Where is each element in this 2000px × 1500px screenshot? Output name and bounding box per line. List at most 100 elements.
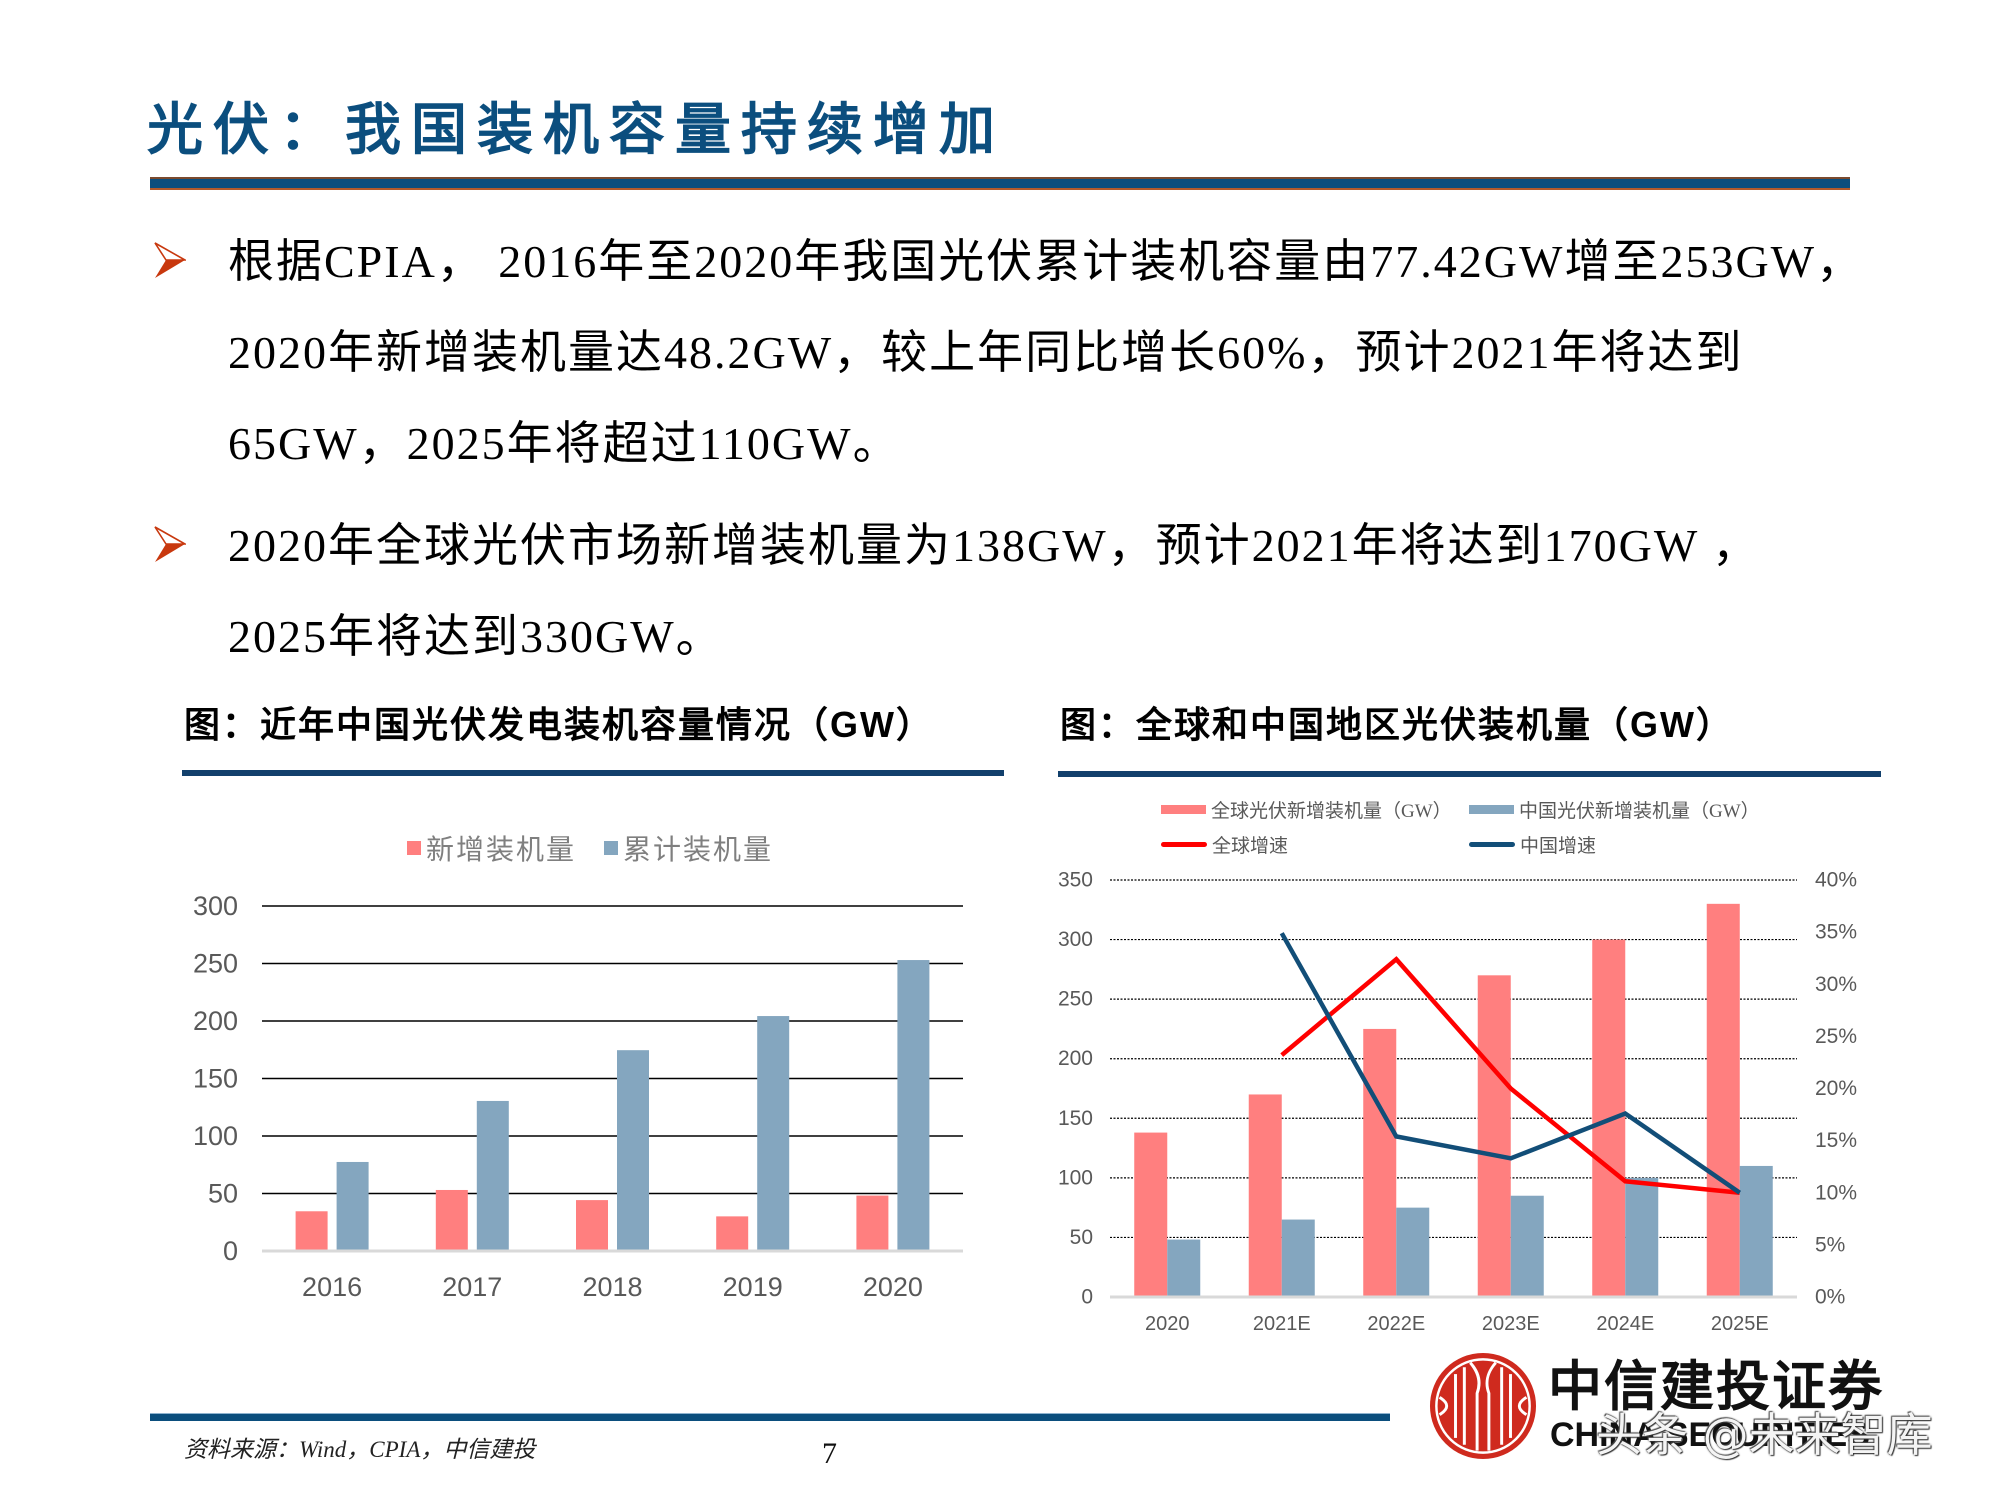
y-tick-label: 50 — [1070, 1226, 1093, 1249]
x-tick-label: 2018 — [582, 1272, 642, 1302]
bar — [1248, 1094, 1282, 1297]
legend-label: 新增装机量 — [426, 835, 577, 866]
y-tick-label: 0 — [223, 1236, 238, 1266]
chart2-legend-item-china-bar: 中国光伏新增装机量（GW） — [1469, 797, 1760, 822]
bar — [1706, 903, 1740, 1297]
watermark: 头条 @未来智库 — [1596, 1408, 1933, 1462]
x-tick-label: 2023E — [1482, 1313, 1540, 1335]
bar — [1510, 1195, 1544, 1297]
footer-rule — [150, 1413, 1390, 1421]
bar — [1396, 1207, 1430, 1297]
growth-line — [1279, 932, 1742, 1195]
x-tick-label: 2017 — [442, 1272, 502, 1302]
bullet-text-line: 65GW，2025年将超过110GW。 — [228, 418, 901, 469]
source-note: 资料来源：Wind，CPIA，中信建投 — [184, 1437, 536, 1462]
y-tick-label-right: 30% — [1815, 973, 1857, 996]
y-tick-label: 150 — [193, 1064, 238, 1094]
bullet-point-1: 根据CPIA， 2016年至2020年我国光伏累计装机容量由77.42GW增至2… — [0, 216, 2000, 496]
legend-line-global-growth — [1161, 841, 1207, 847]
chart2-legend-item-global-bar: 全球光伏新增装机量（GW） — [1161, 797, 1452, 822]
bar — [1134, 1132, 1168, 1297]
y-tick-label-right: 15% — [1815, 1129, 1857, 1152]
page-number: 7 — [822, 1437, 837, 1470]
chart1-plot: 0 50 100 150 200 250 300 2016 2017 2018 2019 2020 — [193, 891, 963, 1302]
y-axis-left: 0 50 100 150 200 250 300 350 — [1058, 869, 1093, 1309]
y-tick-label: 150 — [1058, 1107, 1093, 1130]
chart2-title: 图：全球和中国地区光伏装机量（GW） — [1060, 704, 1734, 745]
logo-name-cn: 中信建投证券 — [1548, 1355, 1884, 1418]
bar — [856, 1195, 889, 1251]
growth-line — [1280, 956, 1740, 1195]
x-tick-label: 2019 — [723, 1272, 783, 1302]
bar — [576, 1200, 608, 1251]
bar — [1363, 1028, 1397, 1297]
bar — [1625, 1177, 1659, 1297]
bar — [617, 1050, 649, 1251]
y-tick-label: 200 — [193, 1006, 238, 1036]
y-tick-label: 0 — [1081, 1286, 1093, 1309]
chart1-legend: 新增装机量 累计装机量 — [407, 830, 773, 866]
y-tick-label: 100 — [1058, 1166, 1093, 1189]
y-axis-left: 0 50 100 150 200 250 300 — [193, 891, 238, 1266]
title-underline-bar — [150, 177, 1850, 190]
legend-label: 中国光伏新增装机量（GW） — [1519, 800, 1760, 822]
arrow-bullet-icon — [154, 526, 186, 562]
bar — [1281, 1219, 1315, 1297]
legend-line-china-growth — [1469, 841, 1515, 847]
y-tick-label: 250 — [193, 949, 238, 979]
x-tick-label: 2020 — [863, 1272, 923, 1302]
slide-title: 光伏：我国装机容量持续增加 — [147, 98, 1005, 161]
legend-swatch-china — [1469, 804, 1514, 814]
x-tick-label: 2022E — [1367, 1313, 1425, 1335]
y-tick-label: 200 — [1058, 1047, 1093, 1070]
legend-label: 中国增速 — [1520, 835, 1597, 857]
y-tick-label-right: 40% — [1815, 869, 1857, 892]
legend-swatch-cumulative-capacity — [604, 841, 619, 855]
citic-logo-icon — [1429, 1352, 1537, 1460]
bullet-text-line: 根据CPIA， 2016年至2020年我国光伏累计装机容量由77.42GW增至2… — [228, 236, 1865, 287]
bars — [1134, 903, 1773, 1297]
arrow-bullet-icon — [154, 242, 186, 278]
y-tick-label-right: 35% — [1815, 921, 1857, 944]
x-axis: 2020 2021E 2022E 2023E 2024E 2025E — [1145, 1313, 1769, 1335]
bar — [435, 1189, 468, 1251]
chart2-plot: 0 50 100 150 200 250 300 350 2020 2021E 2022E 2023E… — [1058, 869, 1857, 1336]
y-axis-right: 0% 5% 10% 15% 20% 25% 30% 35% 40% — [1815, 869, 1857, 1309]
y-tick-label: 350 — [1058, 869, 1093, 892]
y-tick-label-right: 25% — [1815, 1025, 1857, 1048]
legend-swatch-new-capacity — [407, 841, 421, 855]
x-tick-label: 2016 — [302, 1272, 362, 1302]
y-tick-label-right: 5% — [1815, 1233, 1845, 1256]
bar — [1739, 1165, 1773, 1297]
x-tick-label: 2025E — [1711, 1313, 1769, 1335]
legend-label: 累计装机量 — [623, 835, 774, 866]
y-tick-label-right: 0% — [1815, 1286, 1845, 1309]
bar — [757, 1016, 790, 1251]
bar — [1477, 975, 1511, 1297]
y-tick-label: 300 — [1058, 928, 1093, 951]
bar — [476, 1100, 509, 1251]
y-tick-label: 300 — [193, 891, 238, 921]
y-tick-label-right: 20% — [1815, 1077, 1857, 1100]
x-tick-label: 2021E — [1253, 1313, 1311, 1335]
bullet-point-2: 2020年全球光伏市场新增装机量为138GW，预计2021年将达到170GW ，… — [0, 500, 2000, 780]
gridlines — [1110, 879, 1797, 1239]
bullet-text-line: 2020年新增装机量达48.2GW，较上年同比增长60%，预计2021年将达到 — [228, 327, 1744, 378]
x-axis: 2016 2017 2018 2019 2020 — [302, 1272, 923, 1302]
chart2-legend-item-china-growth: 中国增速 — [1469, 832, 1597, 857]
bullet-text-line: 2025年将达到330GW。 — [228, 611, 724, 662]
bar — [336, 1161, 369, 1251]
y-tick-label: 50 — [208, 1179, 238, 1209]
bar — [897, 960, 930, 1251]
y-tick-label: 100 — [193, 1121, 238, 1151]
legend-label: 全球光伏新增装机量（GW） — [1211, 800, 1452, 822]
logo-name-en: CHINA SECURITIES — [1550, 1416, 1870, 1454]
chart1-title-rule — [182, 770, 1004, 776]
y-tick-label: 250 — [1058, 988, 1093, 1011]
x-tick-label: 2020 — [1145, 1313, 1190, 1335]
bar — [1167, 1239, 1201, 1297]
x-tick-label: 2024E — [1596, 1313, 1654, 1335]
legend-label: 全球增速 — [1212, 835, 1289, 857]
bar — [716, 1216, 749, 1251]
chart2-legend-item-global-growth: 全球增速 — [1161, 832, 1289, 857]
